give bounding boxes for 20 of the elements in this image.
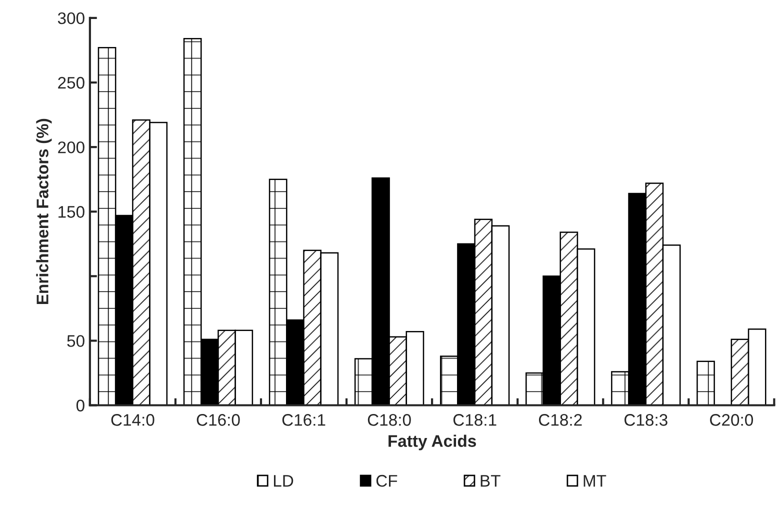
y-tick-label: 200 — [58, 141, 84, 154]
legend-label: LD — [274, 475, 294, 487]
x-tick-label: C16:0 — [196, 414, 240, 426]
x-tick-label: C18:0 — [368, 414, 411, 426]
y-tick-label: 300 — [58, 12, 84, 24]
x-axis-title: Fatty Acids — [388, 434, 476, 450]
y-tick-label: 150 — [58, 206, 84, 218]
legend-label: BT — [480, 475, 500, 487]
x-tick-label: C20:0 — [710, 414, 753, 426]
x-tick-label: C18:1 — [453, 414, 496, 426]
legend-label: CF — [376, 474, 398, 487]
x-tick-label: C14:0 — [111, 414, 154, 426]
x-tick-label: C18:2 — [538, 414, 582, 426]
y-tick-label: 250 — [58, 76, 84, 89]
y-axis-title: Enrichment Factors (%) — [36, 118, 52, 304]
x-tick-label: C16:1 — [282, 414, 326, 426]
y-tick-label: 50 — [67, 335, 84, 347]
y-tick-label: 0 — [76, 400, 84, 412]
x-tick-label: C18:3 — [624, 414, 668, 426]
legend-label: MT — [584, 475, 606, 487]
